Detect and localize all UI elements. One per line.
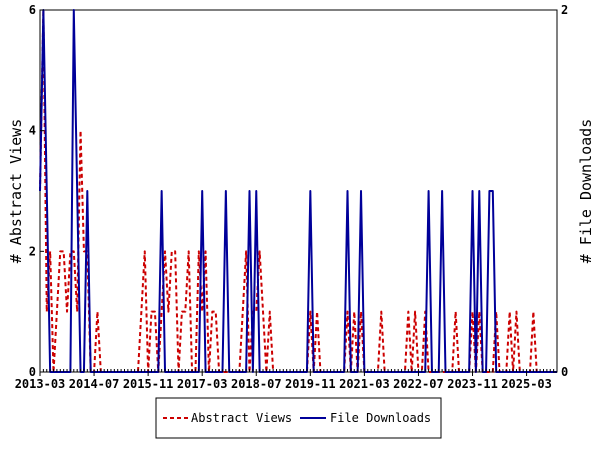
y2-tick-label: 2 [561,3,568,17]
y-axis-ticks: 0 2 4 6 [29,3,44,379]
y-tick-label: 0 [29,365,36,379]
x-axis-ticks: 2013-03 2014-07 2015-11 2017-03 2018-07 2019-… [15,369,558,391]
y-axis-title: # Abstract Views [7,119,25,264]
legend: Abstract Views File Downloads [155,397,442,439]
x-tick-label: 2015-11 [123,377,174,391]
file-downloads-series [39,9,557,373]
x-tick-label: 2013-03 [15,377,66,391]
y2-axis-ticks: 02 [553,3,568,379]
y-tick-label: 6 [29,3,36,17]
x-tick-label: 2025-03 [501,377,552,391]
x-tick-label: 2021-03 [339,377,390,391]
y2-tick-label: 0 [561,365,568,379]
y-tick-label: 2 [29,244,36,258]
x-tick-label: 2022-07 [393,377,444,391]
x-tick-label: 2023-11 [447,377,498,391]
y2-axis-title: # File Downloads [577,119,595,264]
legend-label-file-downloads: File Downloads [330,411,431,425]
legend-label-abstract-views: Abstract Views [191,411,292,425]
x-tick-label: 2018-07 [231,377,282,391]
x-tick-label: 2014-07 [69,377,120,391]
x-tick-label: 2017-03 [177,377,228,391]
y-tick-label: 4 [29,124,36,138]
legend-box [155,397,442,439]
x-tick-label: 2019-11 [285,377,336,391]
file-downloads-line [39,9,557,373]
